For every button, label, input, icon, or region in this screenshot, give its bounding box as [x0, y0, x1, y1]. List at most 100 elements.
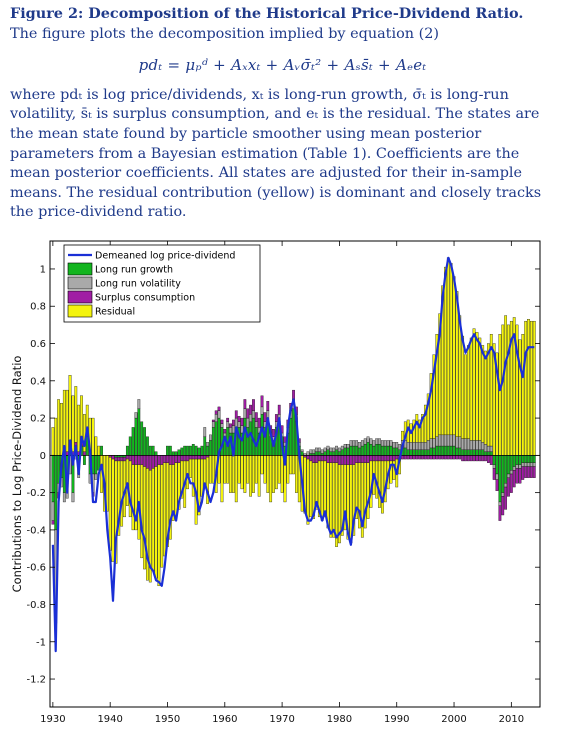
x-tick-label: 1930 — [40, 714, 65, 725]
growth-bar — [177, 449, 181, 456]
residual-bar — [478, 337, 482, 441]
surplus-bar — [366, 455, 370, 463]
volatility-bar — [492, 464, 496, 469]
growth-bar — [154, 451, 158, 456]
surplus-bar — [229, 423, 232, 428]
volatility-bar — [452, 434, 456, 447]
growth-bar — [315, 451, 318, 456]
volatility-bar — [406, 442, 410, 450]
residual-bar — [131, 464, 135, 531]
growth-bar — [484, 451, 487, 456]
surplus-bar — [343, 455, 347, 465]
residual-bar — [338, 464, 341, 544]
volatility-bar — [306, 451, 310, 456]
residual-bar — [237, 455, 241, 484]
volatility-bar — [300, 449, 304, 452]
volatility-bar — [498, 501, 502, 506]
residual-bar — [292, 455, 295, 475]
growth-bar — [125, 445, 129, 456]
residual-bar — [320, 460, 324, 521]
residual-bar — [378, 460, 381, 508]
residual-bar — [530, 320, 533, 456]
residual-bar — [343, 464, 347, 531]
figure-caption: Figure 2: Decomposition of the Historica… — [10, 4, 555, 223]
surplus-bar — [117, 457, 121, 462]
surplus-bar — [234, 410, 238, 419]
residual-bar — [426, 393, 430, 441]
volatility-bar — [249, 414, 252, 422]
volatility-bar — [475, 440, 479, 450]
growth-bar — [51, 455, 55, 503]
surplus-bar — [458, 455, 462, 460]
surplus-bar — [355, 455, 359, 463]
residual-bar — [469, 337, 473, 441]
volatility-bar — [266, 410, 270, 419]
surplus-bar — [214, 410, 218, 415]
y-tick-label: 1 — [40, 264, 46, 275]
surplus-bar — [429, 455, 433, 460]
surplus-bar — [415, 455, 419, 460]
growth-bar — [260, 414, 264, 456]
volatility-bar — [458, 436, 462, 449]
surplus-bar — [183, 455, 187, 462]
growth-bar — [458, 447, 462, 456]
growth-bar — [524, 455, 528, 463]
legend-label: Residual — [95, 307, 135, 318]
volatility-bar — [472, 440, 476, 450]
growth-bar — [146, 436, 149, 456]
growth-bar — [375, 444, 379, 456]
surplus-bar — [418, 455, 422, 460]
residual-bar — [94, 436, 98, 456]
residual-bar — [114, 460, 118, 564]
volatility-bar — [423, 442, 427, 450]
surplus-bar — [174, 455, 178, 463]
surplus-bar — [231, 419, 235, 426]
growth-bar — [412, 449, 416, 456]
surplus-bar — [352, 455, 356, 465]
volatility-bar — [360, 440, 364, 447]
y-tick-label: -0.4 — [26, 525, 46, 536]
chart: 1 0.8 0.6 0.4 0.2 0 -0.2 -0.4 -0.6 -0.8 -1 -1.2 1930… — [10, 240, 541, 725]
volatility-bar — [217, 410, 221, 419]
volatility-bar — [489, 445, 493, 452]
volatility-bar — [372, 440, 376, 447]
growth-bar — [446, 445, 450, 456]
surplus-bar — [346, 455, 350, 465]
surplus-bar — [177, 455, 181, 463]
surplus-bar — [168, 455, 172, 465]
growth-bar — [249, 421, 252, 456]
surplus-bar — [509, 473, 513, 493]
growth-bar — [372, 445, 376, 456]
y-tick-label: 0.8 — [30, 302, 46, 313]
growth-bar — [148, 445, 152, 456]
surplus-bar — [266, 401, 270, 411]
growth-bar — [409, 449, 413, 456]
surplus-bar — [180, 455, 184, 462]
growth-bar — [203, 436, 207, 456]
surplus-bar — [125, 455, 129, 460]
volatility-bar — [449, 434, 453, 447]
growth-bar — [360, 445, 364, 456]
residual-bar — [358, 462, 361, 529]
surplus-bar — [438, 455, 442, 460]
growth-bar — [166, 445, 169, 456]
volatility-bar — [444, 434, 447, 447]
volatility-bar — [62, 492, 66, 503]
surplus-bar — [246, 408, 250, 419]
residual-bar — [309, 460, 313, 518]
surplus-bar — [455, 455, 459, 460]
residual-bar — [160, 464, 164, 568]
growth-bar — [487, 451, 490, 456]
volatility-bar — [381, 440, 384, 447]
volatility-bar — [346, 444, 350, 449]
surplus-bar — [329, 455, 333, 463]
growth-bar — [292, 408, 295, 456]
growth-bar — [326, 449, 330, 456]
surplus-bar — [375, 455, 379, 462]
surplus-bar — [432, 455, 436, 460]
residual-bar — [274, 455, 278, 490]
volatility-bar — [254, 421, 258, 428]
surplus-bar — [166, 455, 169, 463]
volatility-bar — [398, 444, 401, 450]
surplus-bar — [151, 455, 155, 469]
